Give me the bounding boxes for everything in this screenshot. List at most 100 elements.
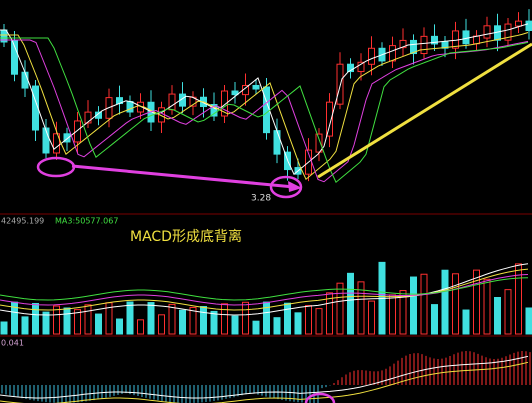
volume-bar	[168, 303, 176, 335]
volume-bar	[84, 304, 92, 335]
volume-bar	[462, 309, 470, 335]
volume-bar	[284, 302, 291, 335]
volume-bar	[210, 310, 218, 335]
volume-bars	[0, 261, 532, 335]
volume-bar	[147, 302, 155, 335]
candle-body	[504, 23, 512, 41]
candle-body	[410, 39, 417, 55]
candle-body	[53, 133, 60, 154]
macd-histogram	[0, 351, 531, 403]
candle-body	[326, 101, 333, 137]
volume-bar	[21, 316, 29, 335]
volume-bar	[347, 272, 354, 335]
candle-body	[74, 120, 81, 143]
candle-body	[368, 47, 375, 65]
volume-bar	[494, 296, 501, 335]
candle-body	[399, 39, 407, 49]
volume-bar	[441, 269, 449, 335]
volume-bar	[357, 281, 365, 335]
ma2-label: 42495.199	[1, 217, 44, 226]
ma-line	[0, 32, 529, 181]
volume-bar	[294, 312, 302, 335]
macd-value: 0.041	[1, 339, 24, 348]
ma-line	[0, 39, 529, 183]
volume-bar	[137, 319, 144, 335]
arrow-head	[288, 181, 302, 192]
volume-bar	[63, 307, 71, 335]
volume-bar	[242, 301, 249, 335]
moving-averages	[0, 23, 529, 184]
volume-ma	[0, 277, 529, 301]
candle-body	[84, 111, 92, 124]
volume-bar	[252, 320, 260, 335]
candle-body	[210, 104, 218, 117]
ma-line	[0, 37, 529, 184]
volume-bar	[483, 278, 491, 335]
volume-bar	[179, 309, 186, 335]
volume-ma	[0, 268, 529, 311]
volume-bar	[368, 300, 375, 335]
volume-bar	[126, 301, 134, 335]
highlight-ellipse	[304, 392, 336, 403]
candle-body	[441, 41, 449, 49]
volume-bar	[389, 294, 396, 335]
volume-bar	[431, 304, 438, 335]
volume-bar	[0, 321, 8, 335]
trend-line	[317, 42, 532, 179]
candle-body	[389, 45, 396, 62]
candle-body	[462, 30, 470, 45]
highlight-ellipse	[269, 175, 303, 199]
volume-bar	[42, 311, 50, 335]
volume-bar	[399, 290, 407, 335]
candles	[0, 9, 532, 182]
volume-bar	[336, 282, 344, 335]
candle-body	[221, 90, 228, 117]
volume-bar	[189, 306, 197, 335]
candle-body	[263, 86, 270, 134]
volume-bar	[305, 305, 312, 335]
dea-line	[0, 361, 529, 403]
candle-body	[357, 61, 365, 73]
candle-body	[347, 63, 354, 73]
volume-bar	[515, 263, 522, 335]
candle-body	[231, 90, 239, 96]
candle-body	[273, 130, 281, 155]
candle-body	[95, 111, 102, 119]
candle-body	[336, 63, 344, 105]
candle-body	[515, 20, 522, 27]
volume-bar	[452, 273, 459, 335]
low-price-label: 3.28	[251, 194, 271, 204]
volume-bar	[53, 305, 60, 335]
volume-bar	[200, 306, 207, 335]
volume-bar	[473, 269, 480, 335]
candle-body	[63, 133, 71, 143]
volume-bar	[420, 273, 428, 335]
volume-bar	[158, 314, 165, 335]
volume-bar	[504, 289, 512, 335]
candle-body	[252, 84, 260, 90]
candle-body	[21, 71, 29, 89]
volume-bar	[32, 302, 39, 335]
candle-body	[420, 35, 428, 55]
volume-bar	[74, 309, 81, 335]
candle-body	[483, 25, 491, 39]
volume-ma	[0, 263, 529, 316]
volume-bar	[116, 318, 123, 335]
volume-bar	[221, 303, 228, 335]
ma-line	[0, 23, 529, 176]
candle-body	[42, 127, 50, 154]
volume-bar	[525, 307, 532, 335]
candle-body	[525, 20, 532, 32]
annotation-text: MACD形成底背离	[130, 228, 242, 245]
volume-bar	[273, 317, 281, 335]
volume-bar	[315, 308, 323, 335]
dif-line	[0, 355, 529, 399]
volume-bar	[231, 315, 239, 335]
candle-body	[431, 35, 438, 45]
volume-bar	[326, 292, 333, 335]
volume-bar	[95, 313, 102, 335]
ma3-label: MA3:50577.067	[55, 217, 118, 226]
divergence-arrow	[71, 164, 295, 189]
candle-body	[126, 101, 134, 113]
